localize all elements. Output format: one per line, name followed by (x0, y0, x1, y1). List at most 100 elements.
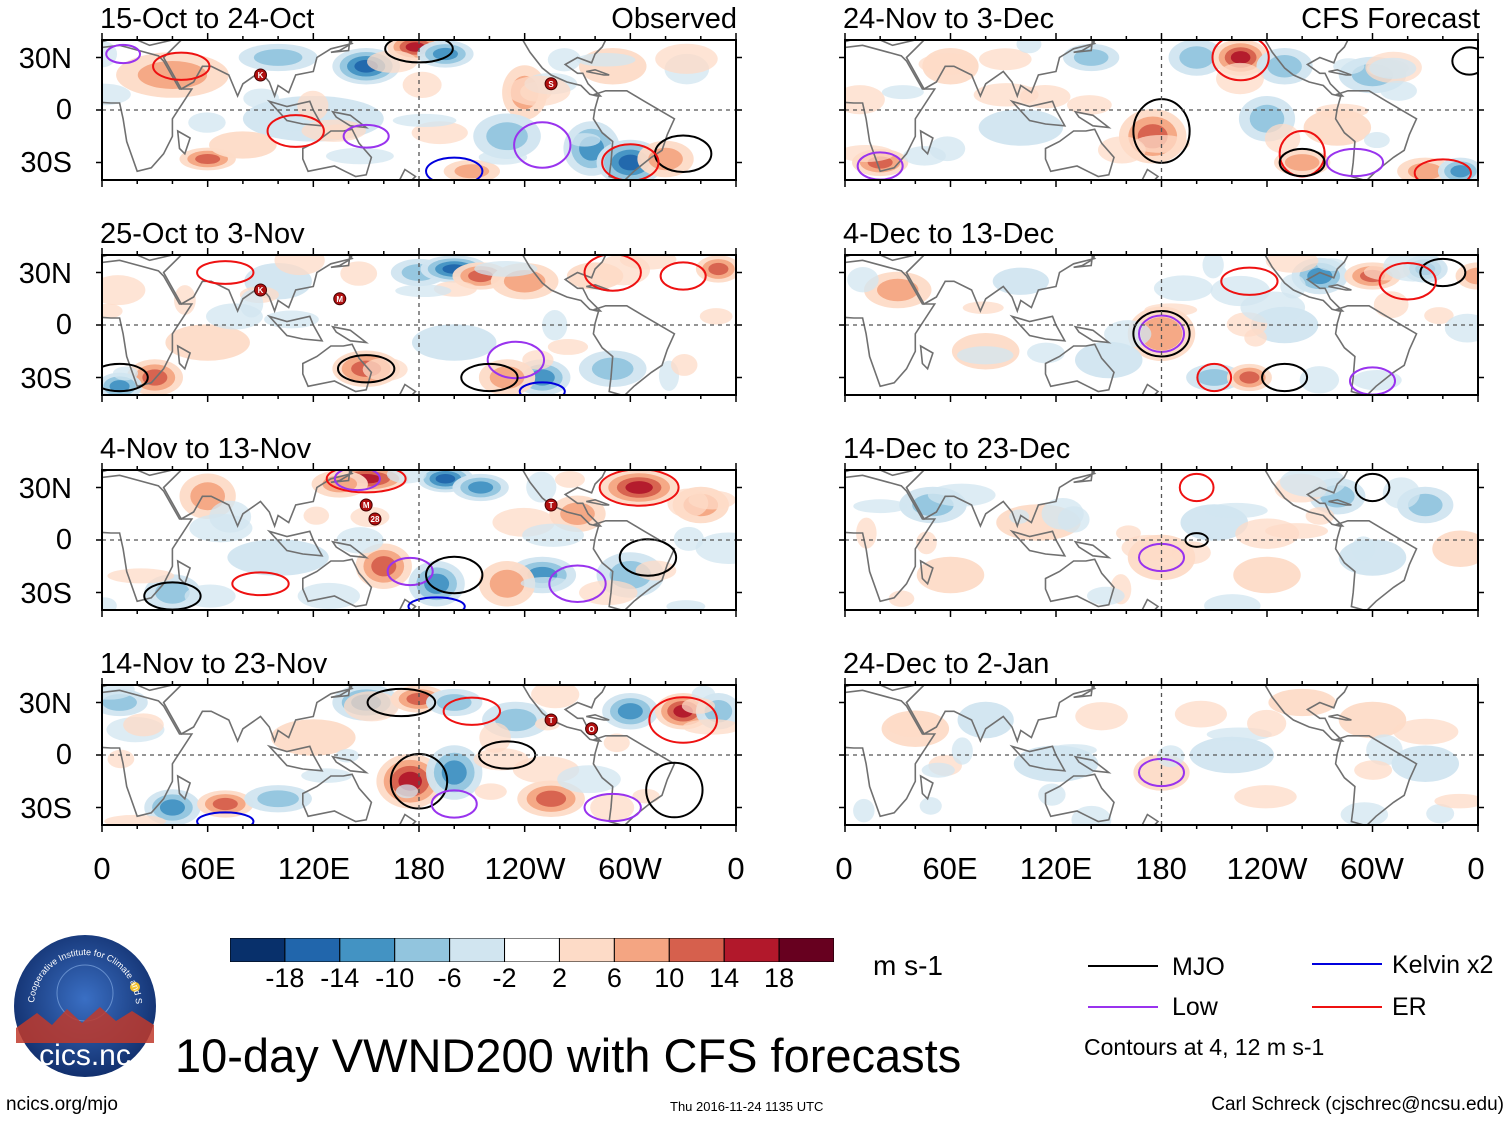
footer-credit[interactable]: Carl Schreck (cjschrec@ncsu.edu) (1211, 1094, 1504, 1115)
cics-logo: Cooperative Institute for Climate and Sa… (12, 933, 156, 1077)
coastline (905, 470, 1097, 529)
anomaly-shading (1382, 477, 1420, 509)
anomaly-shading (1086, 586, 1125, 606)
coastline (176, 774, 192, 801)
legend-label-er: ER (1392, 993, 1427, 1021)
colorbar-tick-label: -2 (492, 963, 517, 993)
anomaly-shading (1073, 49, 1109, 66)
coastline (330, 110, 369, 129)
anomaly-shading (603, 733, 630, 753)
wave-contour (266, 114, 325, 148)
anomaly-shading (1235, 518, 1300, 549)
colorbar-tick-label: 14 (709, 963, 740, 993)
contour-legend (1088, 963, 1382, 1008)
lon-tick-120e: 120E (1019, 851, 1093, 886)
anomaly-shading (1057, 506, 1090, 533)
coastline (1141, 168, 1160, 180)
anomaly-shading (1432, 530, 1478, 567)
anomaly-shading (617, 703, 643, 720)
colorbar-segment (613, 938, 670, 962)
lat-tick-30n: 30N (18, 43, 72, 75)
coastline (330, 40, 354, 54)
wave-contour (1278, 147, 1326, 178)
storm-marker-label: S (548, 80, 554, 89)
coastline (919, 559, 934, 586)
panel-2-period: 25-Oct to 3-Nov (100, 218, 305, 250)
anomaly-shading (301, 768, 352, 783)
anomaly-shading (978, 109, 1064, 146)
anomaly-shading (1240, 291, 1306, 324)
coastline (1073, 255, 1096, 269)
wave-contour (648, 696, 718, 744)
coastline (1141, 598, 1160, 610)
coastline (266, 744, 324, 772)
panel-8-period: 24-Dec to 2-Jan (843, 648, 1050, 680)
anomaly-shading (1444, 313, 1478, 343)
lon-tick-120e: 120E (277, 851, 351, 886)
coastline (905, 685, 1097, 744)
storm-marker-label: T (549, 716, 554, 725)
anomaly-shading (303, 506, 330, 525)
wave-contour (407, 596, 466, 610)
anomaly-shading (557, 765, 621, 794)
wave-contour (442, 696, 502, 726)
wave-contour (196, 260, 255, 285)
colorbar-tick-label: 6 (606, 963, 622, 993)
panel-4-period: 14-Nov to 23-Nov (100, 648, 328, 680)
anomaly-shading (274, 255, 325, 276)
anomaly-shading (597, 255, 651, 286)
anomaly-shading (1074, 341, 1143, 379)
anomaly-shading (367, 50, 418, 73)
coastline (162, 470, 354, 529)
wave-contour (1419, 257, 1467, 288)
lat-tick-30n: 30N (18, 688, 72, 720)
figure-title: 10-day VWND200 with CFS forecasts (175, 1029, 962, 1082)
coastline (1257, 470, 1349, 527)
map-panel: TO (96, 678, 742, 832)
coastline (1073, 755, 1112, 774)
anomaly-shading (1299, 366, 1340, 394)
anomaly-shading (297, 582, 361, 610)
coastline (330, 685, 354, 699)
wave-contour (102, 362, 149, 393)
coastline (845, 44, 937, 173)
footer-url[interactable]: ncics.org/mjo (6, 1094, 118, 1115)
coastline (592, 520, 676, 610)
map-panel: KS (96, 33, 742, 187)
storm-marker (359, 498, 373, 512)
legend-label-low: Low (1172, 993, 1218, 1021)
anomaly-shading (1066, 95, 1112, 115)
coastline (1257, 40, 1349, 97)
lat-tick-eq: 0 (55, 524, 72, 556)
coastline (592, 735, 676, 825)
storm-marker-label: O (588, 725, 594, 734)
coastline (1328, 498, 1352, 506)
map-panel: M28 T (96, 463, 742, 617)
coastline (586, 713, 610, 721)
lon-tick-120w: 120W (1226, 851, 1308, 886)
colorbar-tick-label: 2 (551, 963, 567, 993)
anomaly-shading (253, 49, 303, 66)
panel-7-period: 14-Dec to 23-Dec (843, 433, 1071, 465)
anomaly-shading (1247, 709, 1287, 738)
wave-contour (583, 792, 642, 823)
anomaly-shading (1132, 134, 1190, 153)
coastline (330, 325, 369, 344)
coastline (919, 129, 934, 156)
coastline (266, 99, 324, 127)
coastline (1328, 283, 1352, 291)
anomaly-shading (916, 531, 937, 555)
wave-contour (386, 556, 434, 587)
coastline (905, 40, 1097, 99)
panel-3-period: 4-Nov to 13-Nov (100, 433, 312, 465)
anomaly-shading (184, 584, 236, 608)
anomaly-shading (209, 131, 277, 159)
anomaly-shading (1196, 369, 1232, 386)
anomaly-shading (957, 701, 1014, 739)
anomaly-shading (371, 556, 397, 577)
anomaly-shading (264, 310, 319, 329)
wave-contour (601, 143, 660, 180)
coastline (1334, 305, 1418, 395)
colorbar (230, 938, 834, 962)
